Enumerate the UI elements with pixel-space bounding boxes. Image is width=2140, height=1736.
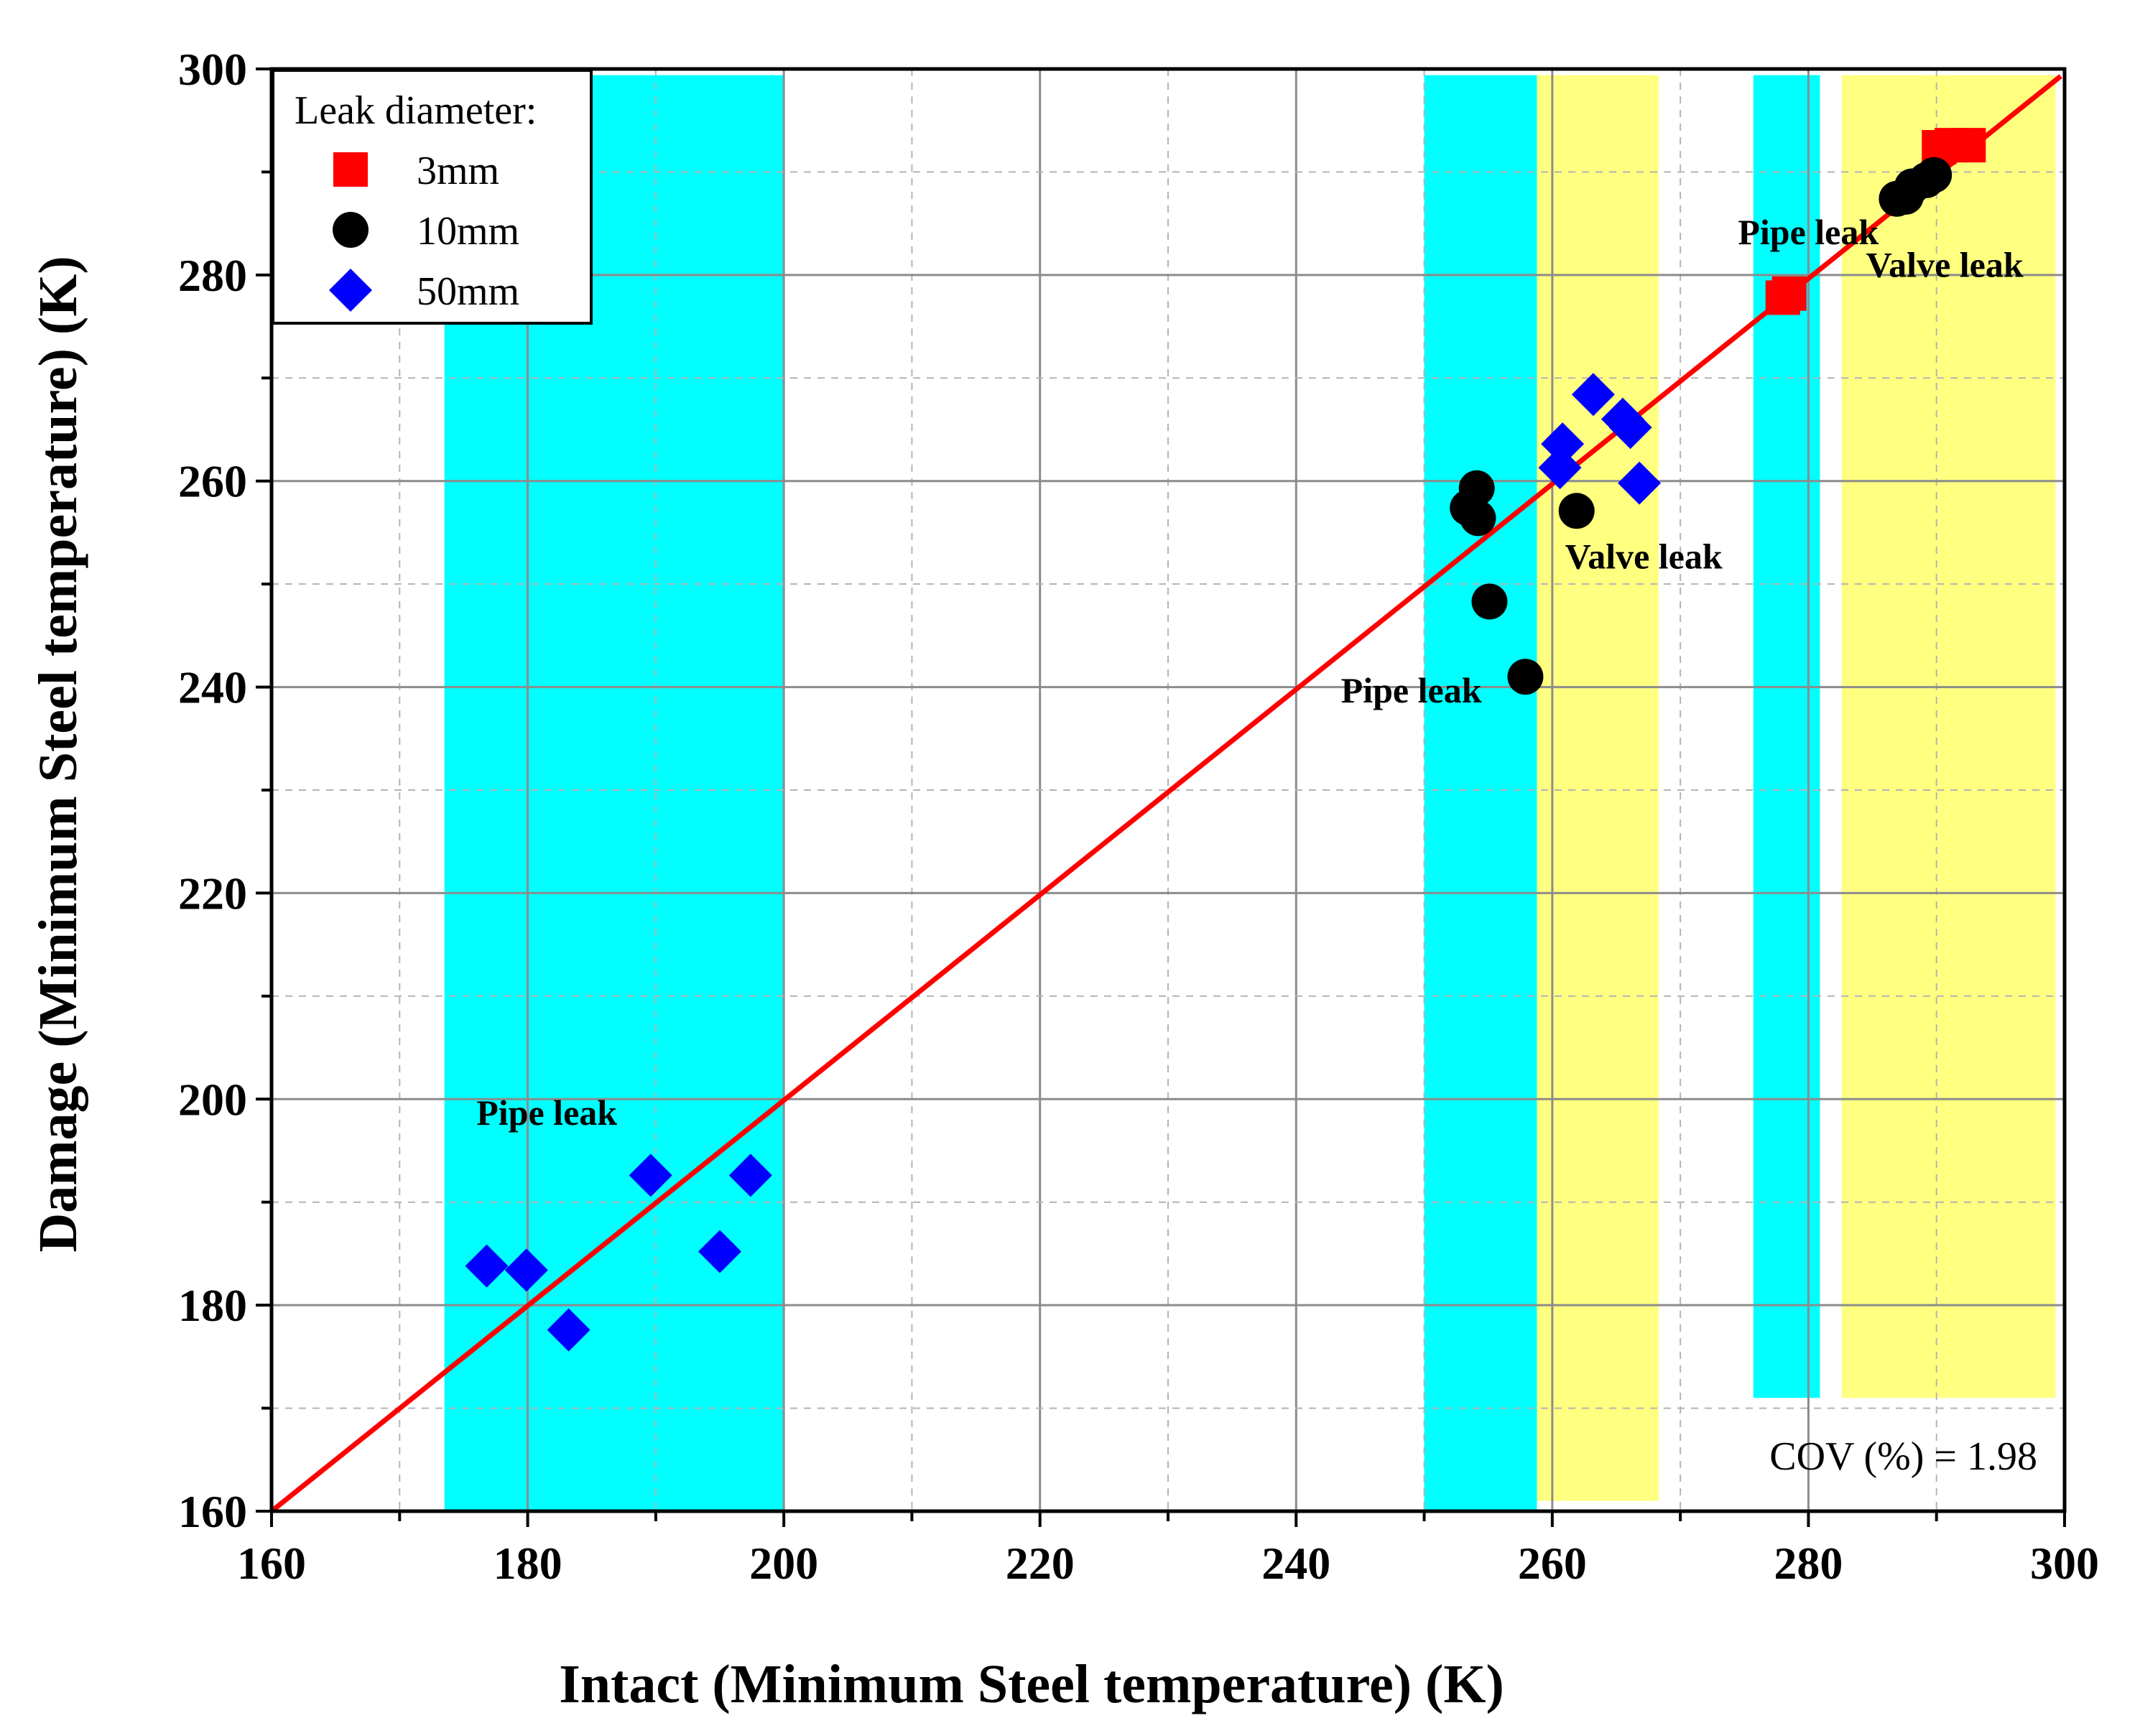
annotation-label: Valve leak: [1565, 537, 1723, 577]
annotation-label: Pipe leak: [1341, 670, 1482, 710]
annotation-label: Valve leak: [1866, 245, 2024, 285]
shaded-region-2: [1537, 75, 1659, 1501]
reference-line: [269, 74, 2062, 1513]
y-tick-label: 280: [178, 250, 247, 301]
point-10mm-10: [1916, 157, 1953, 193]
point-10mm-5: [1558, 493, 1595, 529]
x-tick-label: 180: [494, 1538, 562, 1589]
point-10mm-1: [1458, 470, 1495, 506]
point-50mm-7: [1541, 422, 1585, 466]
legend-label: 10mm: [417, 209, 519, 254]
axes: 160 180 200 220 240 260 280 300 160 180 200 220 240 2…: [178, 44, 2099, 1589]
point-50mm-0: [465, 1244, 509, 1288]
point-50mm-8: [1571, 373, 1615, 417]
legend-box: [272, 69, 593, 325]
point-3mm-4: [1951, 128, 1986, 163]
y-axis-title: Damage (Minimum Steel temperature) (K): [28, 256, 88, 1252]
y-tick-label: 200: [178, 1074, 247, 1125]
shaded-region-4: [1841, 75, 2056, 1398]
point-10mm-4: [1507, 659, 1544, 695]
legend-marker-50mm: [329, 269, 372, 312]
y-tick-label: 180: [178, 1280, 247, 1331]
cov-stat-label: COV (%) = 1.98: [1769, 1434, 2037, 1479]
y-tick-label: 300: [178, 44, 247, 95]
x-tick-label: 240: [1261, 1538, 1330, 1589]
point-50mm-3: [629, 1154, 672, 1197]
x-tick-label: 280: [1774, 1538, 1843, 1589]
x-axis-title: Intact (Minimum Steel temperature) (K): [559, 1654, 1504, 1714]
x-tick-label: 300: [2030, 1538, 2099, 1589]
grid: [272, 69, 2065, 1511]
legend-label: 3mm: [417, 149, 499, 193]
x-tick-label: 260: [1518, 1538, 1587, 1589]
shaded-region-1: [1424, 75, 1537, 1511]
y-tick-label: 160: [178, 1486, 247, 1537]
annotation-label: Pipe leak: [476, 1092, 617, 1133]
point-10mm-2: [1460, 500, 1496, 537]
point-50mm-2: [547, 1308, 590, 1352]
data-points: [465, 128, 1986, 1352]
x-tick-label: 200: [749, 1538, 818, 1589]
annotation-label: Pipe leak: [1738, 212, 1879, 252]
shaded-regions: [444, 75, 2056, 1511]
point-3mm-1: [1771, 276, 1807, 311]
point-50mm-10: [1608, 406, 1652, 450]
y-tick-label: 260: [178, 456, 247, 507]
y-tick-label: 240: [178, 662, 247, 713]
point-10mm-3: [1471, 583, 1508, 620]
point-50mm-11: [1618, 461, 1662, 505]
point-50mm-1: [504, 1248, 548, 1292]
legend-marker-3mm: [333, 152, 368, 187]
reference-line-group: [269, 74, 2062, 1513]
x-tick-label: 160: [237, 1538, 306, 1589]
point-50mm-5: [728, 1154, 772, 1197]
legend: Leak diameter: 3mm 10mm 50mm: [272, 69, 593, 325]
point-50mm-4: [698, 1230, 741, 1273]
shaded-region-3: [1753, 75, 1820, 1398]
legend-label: 50mm: [417, 269, 519, 314]
x-tick-label: 220: [1006, 1538, 1075, 1589]
y-tick-label: 220: [178, 868, 247, 919]
legend-marker-10mm: [333, 212, 369, 248]
legend-title: Leak diameter:: [295, 88, 537, 133]
